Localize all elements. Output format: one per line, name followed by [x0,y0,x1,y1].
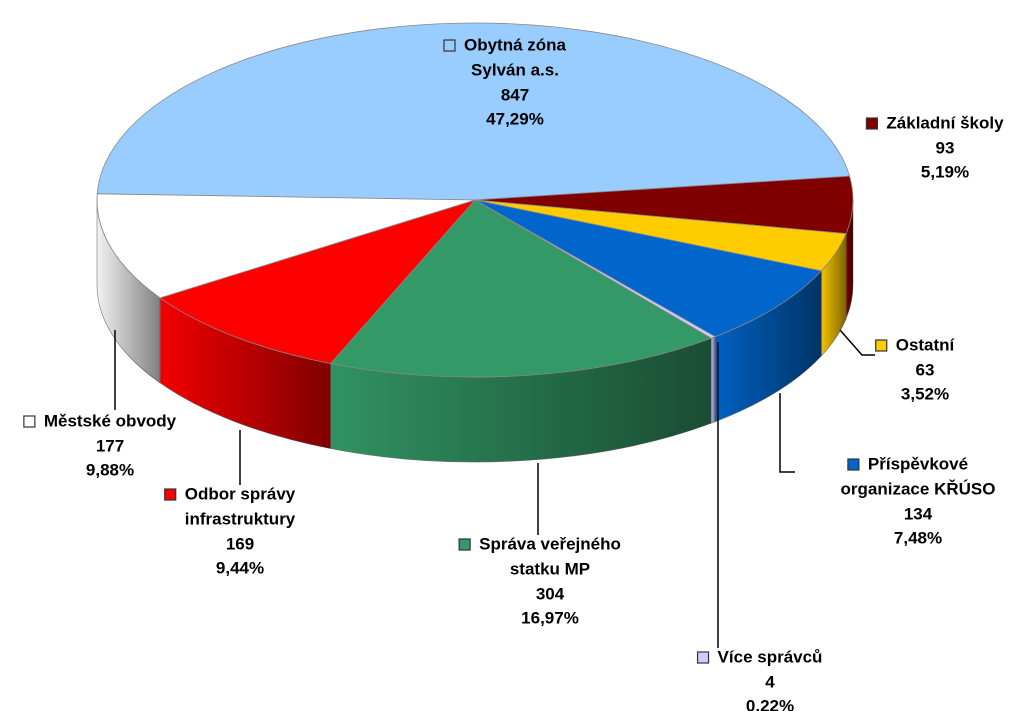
label-name: Městské obvody [44,411,177,430]
label-name: infrastruktury [185,509,296,528]
slice-side-shade [715,270,822,422]
leader-line [839,329,875,356]
data-labels: Obytná zóna Sylván a.s. 847 47,29% Základní … [23,35,1004,711]
legend-key [458,538,471,551]
label-value: 847 [501,85,529,104]
label-name: Sylván a.s. [471,60,559,79]
legend-key [696,651,710,664]
slice-side-shade [97,200,161,383]
label-name: organizace KŘÚSO [841,479,996,498]
label-value: 169 [226,534,254,553]
label-name: Ostatní [896,335,956,354]
label-name: Základní školy [886,113,1004,132]
label-value: 63 [916,360,935,379]
pie-tops [96,22,854,378]
slice-side-shade [160,297,331,449]
label-percent: 16,97% [521,608,579,627]
label-percent: 47,29% [486,109,544,128]
label-name: Obytná zóna [464,35,567,54]
label-percent: 5,19% [921,162,969,181]
label-name: Správa veřejného [479,534,621,553]
label-value: 134 [904,504,933,523]
label-name: statku MP [510,559,590,578]
label-percent: 7,48% [894,528,942,547]
label-name: Odbor správy [185,484,296,503]
label-percent: 9,88% [86,460,134,479]
pie-sides [96,199,854,463]
legend-key [23,415,36,428]
slice [96,22,851,201]
label-percent: 9,44% [216,558,264,577]
label-value: 304 [536,584,565,603]
label-value: 177 [96,436,124,455]
slice-side-shade [711,336,716,424]
label-percent: 3,52% [901,384,949,403]
label-name: Více správců [718,647,823,666]
slice [329,199,713,378]
label-name: Příspěvkové [868,454,968,473]
leader-line [779,393,795,473]
label-value: 93 [936,138,955,157]
leader-lines [114,329,875,648]
legend-key [443,39,456,52]
slice [474,199,823,338]
slice [159,199,477,365]
label-value: 4 [765,672,775,691]
label-percent: 0,22% [746,696,794,711]
legend-key [164,488,177,501]
slice [96,193,476,299]
legend-key [875,339,888,352]
slice-side-shade [330,338,712,462]
legend-key [847,458,860,471]
legend-key [865,117,879,130]
